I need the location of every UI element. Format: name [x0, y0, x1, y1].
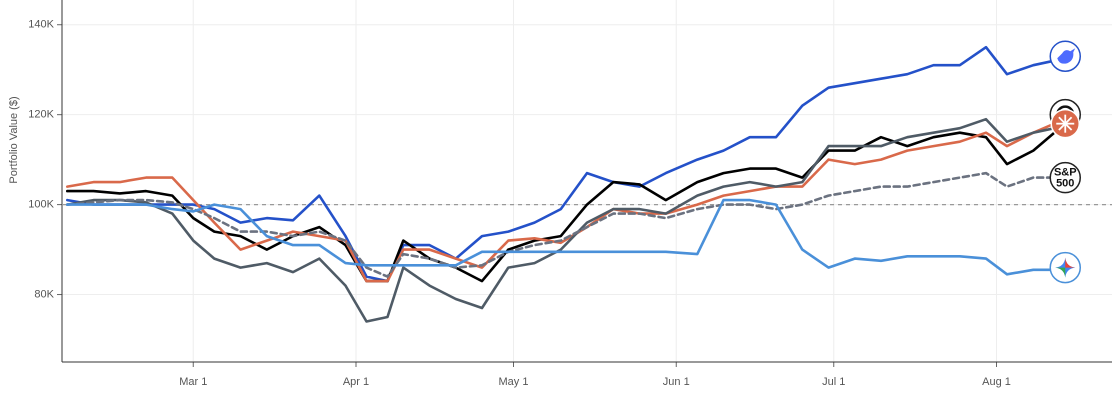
series-icon — [1050, 108, 1080, 139]
icon-gem-part — [1065, 257, 1076, 268]
y-tick-label: 100K — [28, 199, 54, 211]
icon-ray — [1058, 116, 1066, 125]
series-line — [66, 122, 1077, 283]
icon-whale — [1057, 48, 1076, 64]
series-line — [66, 198, 1077, 276]
icon-circle — [1049, 161, 1081, 194]
x-tick-label: Mar 1 — [179, 376, 207, 388]
series-line — [66, 113, 1077, 283]
y-tick-label: 80K — [34, 288, 54, 300]
icon-ray — [1058, 123, 1066, 131]
icon-label: S&P — [1054, 167, 1077, 179]
series-line — [66, 171, 1077, 278]
y-tick-label: 140K — [28, 19, 54, 31]
x-tick-label: May 1 — [499, 376, 529, 388]
x-tick-label: Apr 1 — [343, 376, 369, 388]
series-icon — [1049, 251, 1081, 284]
y-axis-label: Portfolio Value ($) — [8, 96, 20, 183]
icon-ray — [1064, 123, 1073, 131]
series-line — [66, 45, 1077, 283]
icon-ray — [1064, 116, 1073, 125]
x-tick-label: Jun 1 — [663, 376, 690, 388]
icon-label: 500 — [1056, 178, 1074, 190]
x-tick-label: Aug 1 — [982, 376, 1011, 388]
icon-gem-part — [1055, 267, 1066, 278]
y-tick-label: 120K — [28, 109, 54, 121]
series-line — [66, 117, 1077, 323]
x-tick-label: Jul 1 — [822, 376, 845, 388]
series-icon — [1049, 40, 1081, 72]
